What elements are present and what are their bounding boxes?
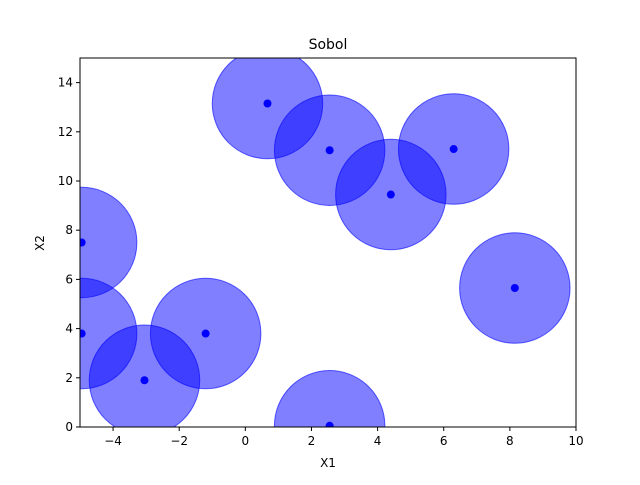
y-tick-label: 8 <box>65 223 73 237</box>
y-tick-label: 10 <box>58 174 73 188</box>
coverage-circle-10 <box>273 370 386 427</box>
chart-title: Sobol <box>309 37 348 53</box>
data-point-5 <box>80 238 86 247</box>
x-axis-label: X1 <box>320 456 336 470</box>
x-tick-label: −4 <box>104 434 122 448</box>
x-tick-label: −2 <box>170 434 188 448</box>
y-tick-label: 12 <box>58 125 73 139</box>
y-axis-ticks: 0 2 4 6 8 10 12 14 <box>58 76 80 434</box>
y-tick-label: 14 <box>58 76 73 90</box>
points-layer <box>80 99 519 427</box>
x-tick-label: 2 <box>308 434 316 448</box>
data-point-9 <box>140 376 149 385</box>
data-point-8 <box>201 329 210 338</box>
x-tick-label: 6 <box>440 434 448 448</box>
data-point-4 <box>449 145 458 154</box>
data-point-7 <box>80 329 86 338</box>
data-point-3 <box>386 190 395 199</box>
x-tick-label: 4 <box>374 434 382 448</box>
y-axis-label: X2 <box>33 235 47 251</box>
x-tick-label: 8 <box>506 434 514 448</box>
x-tick-label: 10 <box>568 434 583 448</box>
data-point-6 <box>510 284 519 293</box>
x-tick-label: 0 <box>242 434 250 448</box>
x-axis-ticks: −4 −2 0 2 4 6 8 10 <box>104 427 584 448</box>
y-tick-label: 2 <box>65 371 73 385</box>
plot-frame <box>79 57 577 428</box>
data-point-10 <box>325 421 334 427</box>
data-point-1 <box>263 99 272 108</box>
y-tick-label: 4 <box>65 322 73 336</box>
data-point-2 <box>325 146 334 155</box>
coverage-circle-9 <box>88 324 201 427</box>
y-tick-label: 0 <box>65 420 73 434</box>
y-tick-label: 6 <box>65 272 73 286</box>
